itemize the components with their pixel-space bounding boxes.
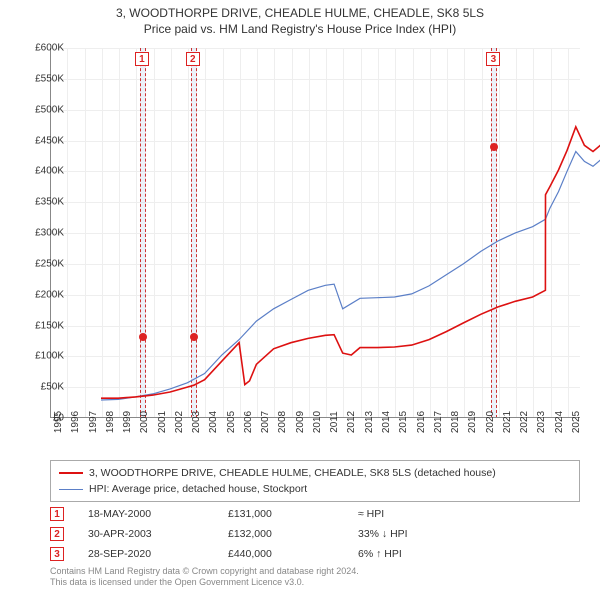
chart-container: 3, WOODTHORPE DRIVE, CHEADLE HULME, CHEA… (0, 0, 600, 590)
x-tick-label: 2008 (277, 411, 288, 433)
x-tick-label: 2002 (174, 411, 185, 433)
x-tick-label: 2023 (536, 411, 547, 433)
x-tick-label: 2025 (571, 411, 582, 433)
legend-item-hpi: HPI: Average price, detached house, Stoc… (59, 481, 571, 497)
x-tick-label: 1995 (53, 411, 64, 433)
title-sub: Price paid vs. HM Land Registry's House … (10, 22, 590, 36)
footnote-line2: This data is licensed under the Open Gov… (50, 577, 359, 588)
y-tick-label: £50K (14, 382, 64, 393)
x-tick-label: 2009 (295, 411, 306, 433)
y-tick-label: £400K (14, 166, 64, 177)
footnote: Contains HM Land Registry data © Crown c… (50, 566, 359, 588)
x-tick-label: 2018 (450, 411, 461, 433)
y-tick-label: £450K (14, 135, 64, 146)
event-date-3: 28-SEP-2020 (88, 548, 228, 560)
y-tick-label: £350K (14, 197, 64, 208)
plot-area (50, 48, 580, 418)
x-tick-label: 2017 (433, 411, 444, 433)
x-tick-label: 1997 (88, 411, 99, 433)
legend-label-price: 3, WOODTHORPE DRIVE, CHEADLE HULME, CHEA… (89, 467, 496, 479)
x-tick-label: 2022 (519, 411, 530, 433)
x-tick-label: 2007 (260, 411, 271, 433)
x-tick-label: 2011 (329, 411, 340, 433)
title-block: 3, WOODTHORPE DRIVE, CHEADLE HULME, CHEA… (0, 0, 600, 38)
y-tick-label: £600K (14, 43, 64, 54)
event-hpi-1: ≈ HPI (358, 508, 468, 520)
x-tick-label: 2012 (346, 411, 357, 433)
x-tick-label: 2020 (485, 411, 496, 433)
legend-swatch-price (59, 472, 83, 474)
x-tick-label: 2024 (554, 411, 565, 433)
y-tick-label: £550K (14, 73, 64, 84)
event-badge-3: 3 (50, 547, 64, 561)
x-tick-label: 2005 (226, 411, 237, 433)
event-hpi-2: 33% ↓ HPI (358, 528, 468, 540)
event-badge-1: 1 (50, 507, 64, 521)
event-row-3: 3 28-SEP-2020 £440,000 6% ↑ HPI (50, 544, 580, 564)
event-dot (490, 143, 498, 151)
x-tick-label: 2021 (502, 411, 513, 433)
event-badge-2: 2 (50, 527, 64, 541)
y-tick-label: £500K (14, 104, 64, 115)
y-tick-label: £300K (14, 228, 64, 239)
y-tick-label: £250K (14, 258, 64, 269)
event-hpi-3: 6% ↑ HPI (358, 548, 468, 560)
events-table: 1 18-MAY-2000 £131,000 ≈ HPI 2 30-APR-20… (50, 504, 580, 564)
x-tick-label: 2006 (243, 411, 254, 433)
x-tick-label: 2013 (364, 411, 375, 433)
footnote-line1: Contains HM Land Registry data © Crown c… (50, 566, 359, 577)
x-tick-label: 1999 (122, 411, 133, 433)
y-tick-label: £100K (14, 351, 64, 362)
event-date-1: 18-MAY-2000 (88, 508, 228, 520)
x-tick-label: 1998 (105, 411, 116, 433)
event-date-2: 30-APR-2003 (88, 528, 228, 540)
x-tick-label: 2001 (157, 411, 168, 433)
y-tick-label: £150K (14, 320, 64, 331)
x-tick-label: 2016 (416, 411, 427, 433)
title-main: 3, WOODTHORPE DRIVE, CHEADLE HULME, CHEA… (10, 6, 590, 20)
x-tick-label: 2004 (208, 411, 219, 433)
x-tick-label: 2015 (398, 411, 409, 433)
legend-item-price: 3, WOODTHORPE DRIVE, CHEADLE HULME, CHEA… (59, 465, 571, 481)
x-tick-label: 1996 (70, 411, 81, 433)
event-price-3: £440,000 (228, 548, 358, 560)
series-hpi (101, 152, 600, 401)
x-tick-label: 2010 (312, 411, 323, 433)
event-price-2: £132,000 (228, 528, 358, 540)
event-dot (139, 333, 147, 341)
x-tick-label: 2014 (381, 411, 392, 433)
event-row-2: 2 30-APR-2003 £132,000 33% ↓ HPI (50, 524, 580, 544)
legend: 3, WOODTHORPE DRIVE, CHEADLE HULME, CHEA… (50, 460, 580, 502)
x-tick-label: 2003 (191, 411, 202, 433)
event-dot (190, 333, 198, 341)
event-row-1: 1 18-MAY-2000 £131,000 ≈ HPI (50, 504, 580, 524)
legend-label-hpi: HPI: Average price, detached house, Stoc… (89, 483, 307, 495)
event-price-1: £131,000 (228, 508, 358, 520)
x-tick-label: 2000 (139, 411, 150, 433)
series-price_paid (101, 127, 600, 398)
y-tick-label: £200K (14, 289, 64, 300)
x-tick-label: 2019 (467, 411, 478, 433)
legend-swatch-hpi (59, 489, 83, 490)
